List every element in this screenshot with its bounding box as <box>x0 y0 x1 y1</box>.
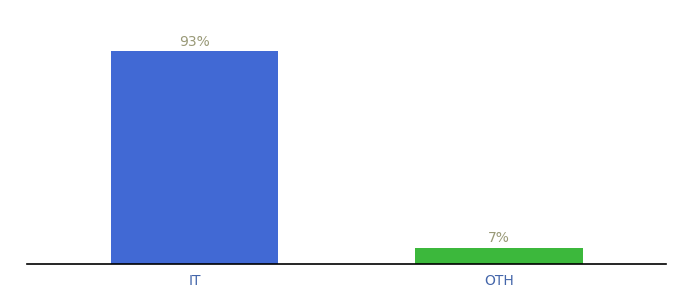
Bar <box>111 51 278 264</box>
Text: 93%: 93% <box>180 35 210 49</box>
Text: 7%: 7% <box>488 231 510 245</box>
Bar <box>415 248 583 264</box>
